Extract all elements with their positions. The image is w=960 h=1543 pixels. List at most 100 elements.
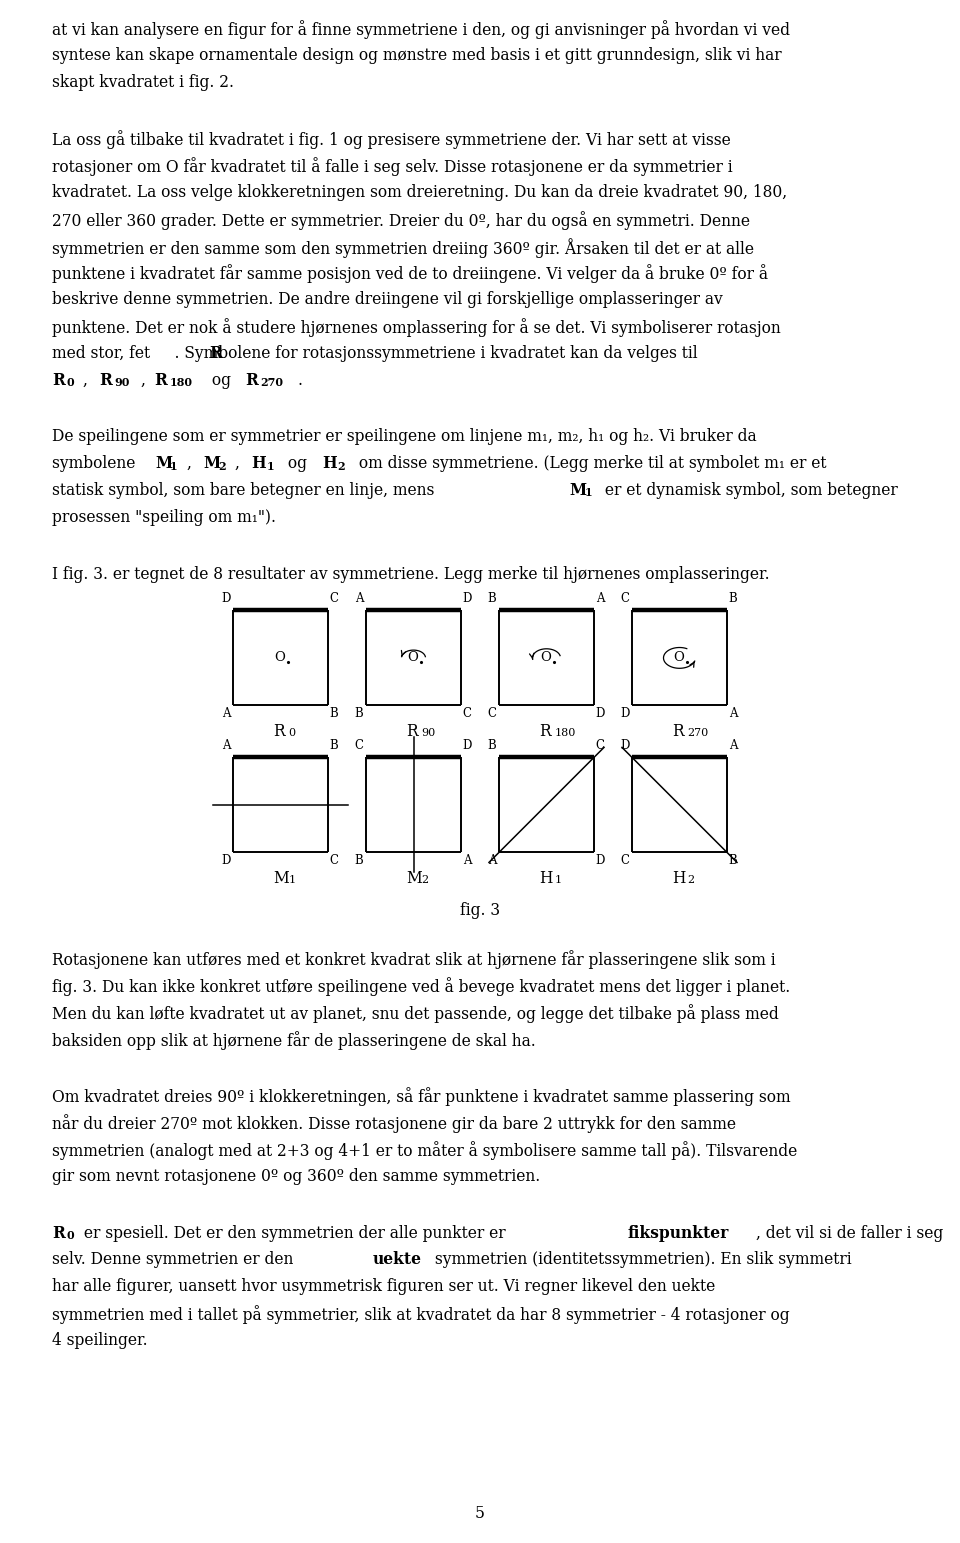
Text: punktene. Det er nok å studere hjørnenes omplassering for å se det. Vi symbolise: punktene. Det er nok å studere hjørnenes… bbox=[52, 318, 780, 336]
Text: A: A bbox=[729, 739, 737, 751]
Text: 270 eller 360 grader. Dette er symmetrier. Dreier du 0º, har du også en symmetri: 270 eller 360 grader. Dette er symmetrie… bbox=[52, 211, 750, 230]
Text: C: C bbox=[620, 593, 629, 605]
Text: 90: 90 bbox=[421, 728, 436, 738]
Text: M: M bbox=[155, 455, 172, 472]
Text: når du dreier 270º mot klokken. Disse rotasjonene gir da bare 2 uttrykk for den : når du dreier 270º mot klokken. Disse ro… bbox=[52, 1114, 736, 1133]
Text: D: D bbox=[595, 853, 605, 867]
Text: 5: 5 bbox=[475, 1504, 485, 1521]
Text: R: R bbox=[540, 724, 551, 741]
Text: B: B bbox=[354, 853, 363, 867]
Text: uekte: uekte bbox=[373, 1251, 422, 1268]
Text: C: C bbox=[354, 739, 363, 751]
Text: R: R bbox=[52, 372, 65, 389]
Text: 2: 2 bbox=[687, 875, 694, 884]
Text: og: og bbox=[283, 455, 312, 472]
Text: B: B bbox=[354, 707, 363, 721]
Text: B: B bbox=[329, 707, 339, 721]
Text: O: O bbox=[540, 651, 551, 665]
Text: 2: 2 bbox=[421, 875, 428, 884]
Text: symbolene: symbolene bbox=[52, 455, 140, 472]
Text: A: A bbox=[463, 853, 471, 867]
Text: A: A bbox=[488, 853, 496, 867]
Text: C: C bbox=[488, 707, 496, 721]
Text: punktene i kvadratet får samme posisjon ved de to dreiingene. Vi velger da å bru: punktene i kvadratet får samme posisjon … bbox=[52, 264, 768, 284]
Text: D: D bbox=[221, 853, 230, 867]
Text: symmetrien er den samme som den symmetrien dreiing 360º gir. Årsaken til det er : symmetrien er den samme som den symmetri… bbox=[52, 238, 754, 258]
Text: 4 speilinger.: 4 speilinger. bbox=[52, 1332, 148, 1349]
Text: baksiden opp slik at hjørnene får de plasseringene de skal ha.: baksiden opp slik at hjørnene får de pla… bbox=[52, 1031, 536, 1049]
Text: 270: 270 bbox=[260, 376, 283, 389]
Text: statisk symbol, som bare betegner en linje, mens: statisk symbol, som bare betegner en lin… bbox=[52, 481, 440, 498]
Text: ,: , bbox=[187, 455, 197, 472]
Text: 1: 1 bbox=[267, 461, 274, 472]
Text: R: R bbox=[52, 1225, 65, 1242]
Text: at vi kan analysere en figur for å finne symmetriene i den, og gi anvisninger på: at vi kan analysere en figur for å finne… bbox=[52, 20, 790, 39]
Text: B: B bbox=[488, 593, 496, 605]
Text: R: R bbox=[406, 724, 419, 741]
Text: symmetrien med i tallet på symmetrier, slik at kvadratet da har 8 symmetrier - 4: symmetrien med i tallet på symmetrier, s… bbox=[52, 1305, 790, 1324]
Text: fig. 3: fig. 3 bbox=[460, 903, 500, 920]
Text: D: D bbox=[221, 593, 230, 605]
Text: D: D bbox=[620, 739, 629, 751]
Text: A: A bbox=[222, 707, 230, 721]
Text: prosessen "speiling om m₁").: prosessen "speiling om m₁"). bbox=[52, 509, 276, 526]
Text: D: D bbox=[595, 707, 605, 721]
Text: ,: , bbox=[83, 372, 92, 389]
Text: er et dynamisk symbol, som betegner: er et dynamisk symbol, som betegner bbox=[601, 481, 899, 498]
Text: A: A bbox=[595, 593, 604, 605]
Text: 1: 1 bbox=[170, 461, 178, 472]
Text: R: R bbox=[246, 372, 258, 389]
Text: og: og bbox=[206, 372, 235, 389]
Text: 1: 1 bbox=[288, 875, 296, 884]
Text: symmetrien (analogt med at 2+3 og 4+1 er to måter å symbolisere samme tall på). : symmetrien (analogt med at 2+3 og 4+1 er… bbox=[52, 1140, 797, 1160]
Text: Rotasjonene kan utføres med et konkret kvadrat slik at hjørnene får plasseringen: Rotasjonene kan utføres med et konkret k… bbox=[52, 950, 776, 969]
Text: B: B bbox=[729, 853, 737, 867]
Text: M: M bbox=[204, 455, 221, 472]
Text: fig. 3. Du kan ikke konkret utføre speilingene ved å bevege kvadratet mens det l: fig. 3. Du kan ikke konkret utføre speil… bbox=[52, 977, 790, 995]
Text: B: B bbox=[488, 739, 496, 751]
Text: H: H bbox=[540, 870, 553, 887]
Text: fikspunkter: fikspunkter bbox=[628, 1225, 730, 1242]
Text: symmetrien (identitetssymmetrien). En slik symmetri: symmetrien (identitetssymmetrien). En sl… bbox=[430, 1251, 852, 1268]
Text: syntese kan skape ornamentale design og mønstre med basis i et gitt grunndesign,: syntese kan skape ornamentale design og … bbox=[52, 46, 781, 63]
Text: beskrive denne symmetrien. De andre dreiingene vil gi forskjellige omplasseringe: beskrive denne symmetrien. De andre drei… bbox=[52, 292, 723, 309]
Text: C: C bbox=[620, 853, 629, 867]
Text: med stor, fet     . Symbolene for rotasjonssymmetriene i kvadratet kan da velges: med stor, fet . Symbolene for rotasjonss… bbox=[52, 344, 698, 361]
Text: er spesiell. Det er den symmetrien der alle punkter er: er spesiell. Det er den symmetrien der a… bbox=[79, 1225, 511, 1242]
Text: 180: 180 bbox=[554, 728, 576, 738]
Text: O: O bbox=[407, 651, 419, 665]
Text: M: M bbox=[274, 870, 289, 887]
Text: rotasjoner om O får kvadratet til å falle i seg selv. Disse rotasjonene er da sy: rotasjoner om O får kvadratet til å fall… bbox=[52, 157, 732, 176]
Text: R: R bbox=[99, 372, 112, 389]
Text: C: C bbox=[595, 739, 605, 751]
Text: R: R bbox=[274, 724, 285, 741]
Text: A: A bbox=[222, 739, 230, 751]
Text: C: C bbox=[463, 707, 471, 721]
Text: R: R bbox=[155, 372, 167, 389]
Text: selv. Denne symmetrien er den: selv. Denne symmetrien er den bbox=[52, 1251, 299, 1268]
Text: 0: 0 bbox=[288, 728, 296, 738]
Text: D: D bbox=[463, 739, 472, 751]
Text: H: H bbox=[252, 455, 266, 472]
Text: H: H bbox=[323, 455, 337, 472]
Text: 270: 270 bbox=[687, 728, 708, 738]
Text: H: H bbox=[673, 870, 685, 887]
Text: kvadratet. La oss velge klokkeretningen som dreieretning. Du kan da dreie kvadra: kvadratet. La oss velge klokkeretningen … bbox=[52, 184, 787, 201]
Text: Om kvadratet dreies 90º i klokkeretningen, så får punktene i kvadratet samme pla: Om kvadratet dreies 90º i klokkeretninge… bbox=[52, 1088, 791, 1106]
Text: , det vil si de faller i seg: , det vil si de faller i seg bbox=[756, 1225, 944, 1242]
Text: Men du kan løfte kvadratet ut av planet, snu det passende, og legge det tilbake : Men du kan løfte kvadratet ut av planet,… bbox=[52, 1004, 779, 1023]
Text: B: B bbox=[729, 593, 737, 605]
Text: ,: , bbox=[140, 372, 145, 389]
Text: O: O bbox=[674, 651, 684, 665]
Text: 180: 180 bbox=[169, 376, 192, 389]
Text: 90: 90 bbox=[114, 376, 130, 389]
Text: 1: 1 bbox=[585, 488, 592, 498]
Text: 2: 2 bbox=[218, 461, 226, 472]
Text: ,: , bbox=[235, 455, 245, 472]
Text: I fig. 3. er tegnet de 8 resultater av symmetriene. Legg merke til hjørnenes omp: I fig. 3. er tegnet de 8 resultater av s… bbox=[52, 566, 770, 583]
Text: B: B bbox=[329, 739, 339, 751]
Text: skapt kvadratet i fig. 2.: skapt kvadratet i fig. 2. bbox=[52, 74, 234, 91]
Text: .: . bbox=[298, 372, 303, 389]
Text: C: C bbox=[329, 593, 339, 605]
Text: De speilingene som er symmetrier er speilingene om linjene m₁, m₂, h₁ og h₂. Vi : De speilingene som er symmetrier er spei… bbox=[52, 429, 756, 446]
